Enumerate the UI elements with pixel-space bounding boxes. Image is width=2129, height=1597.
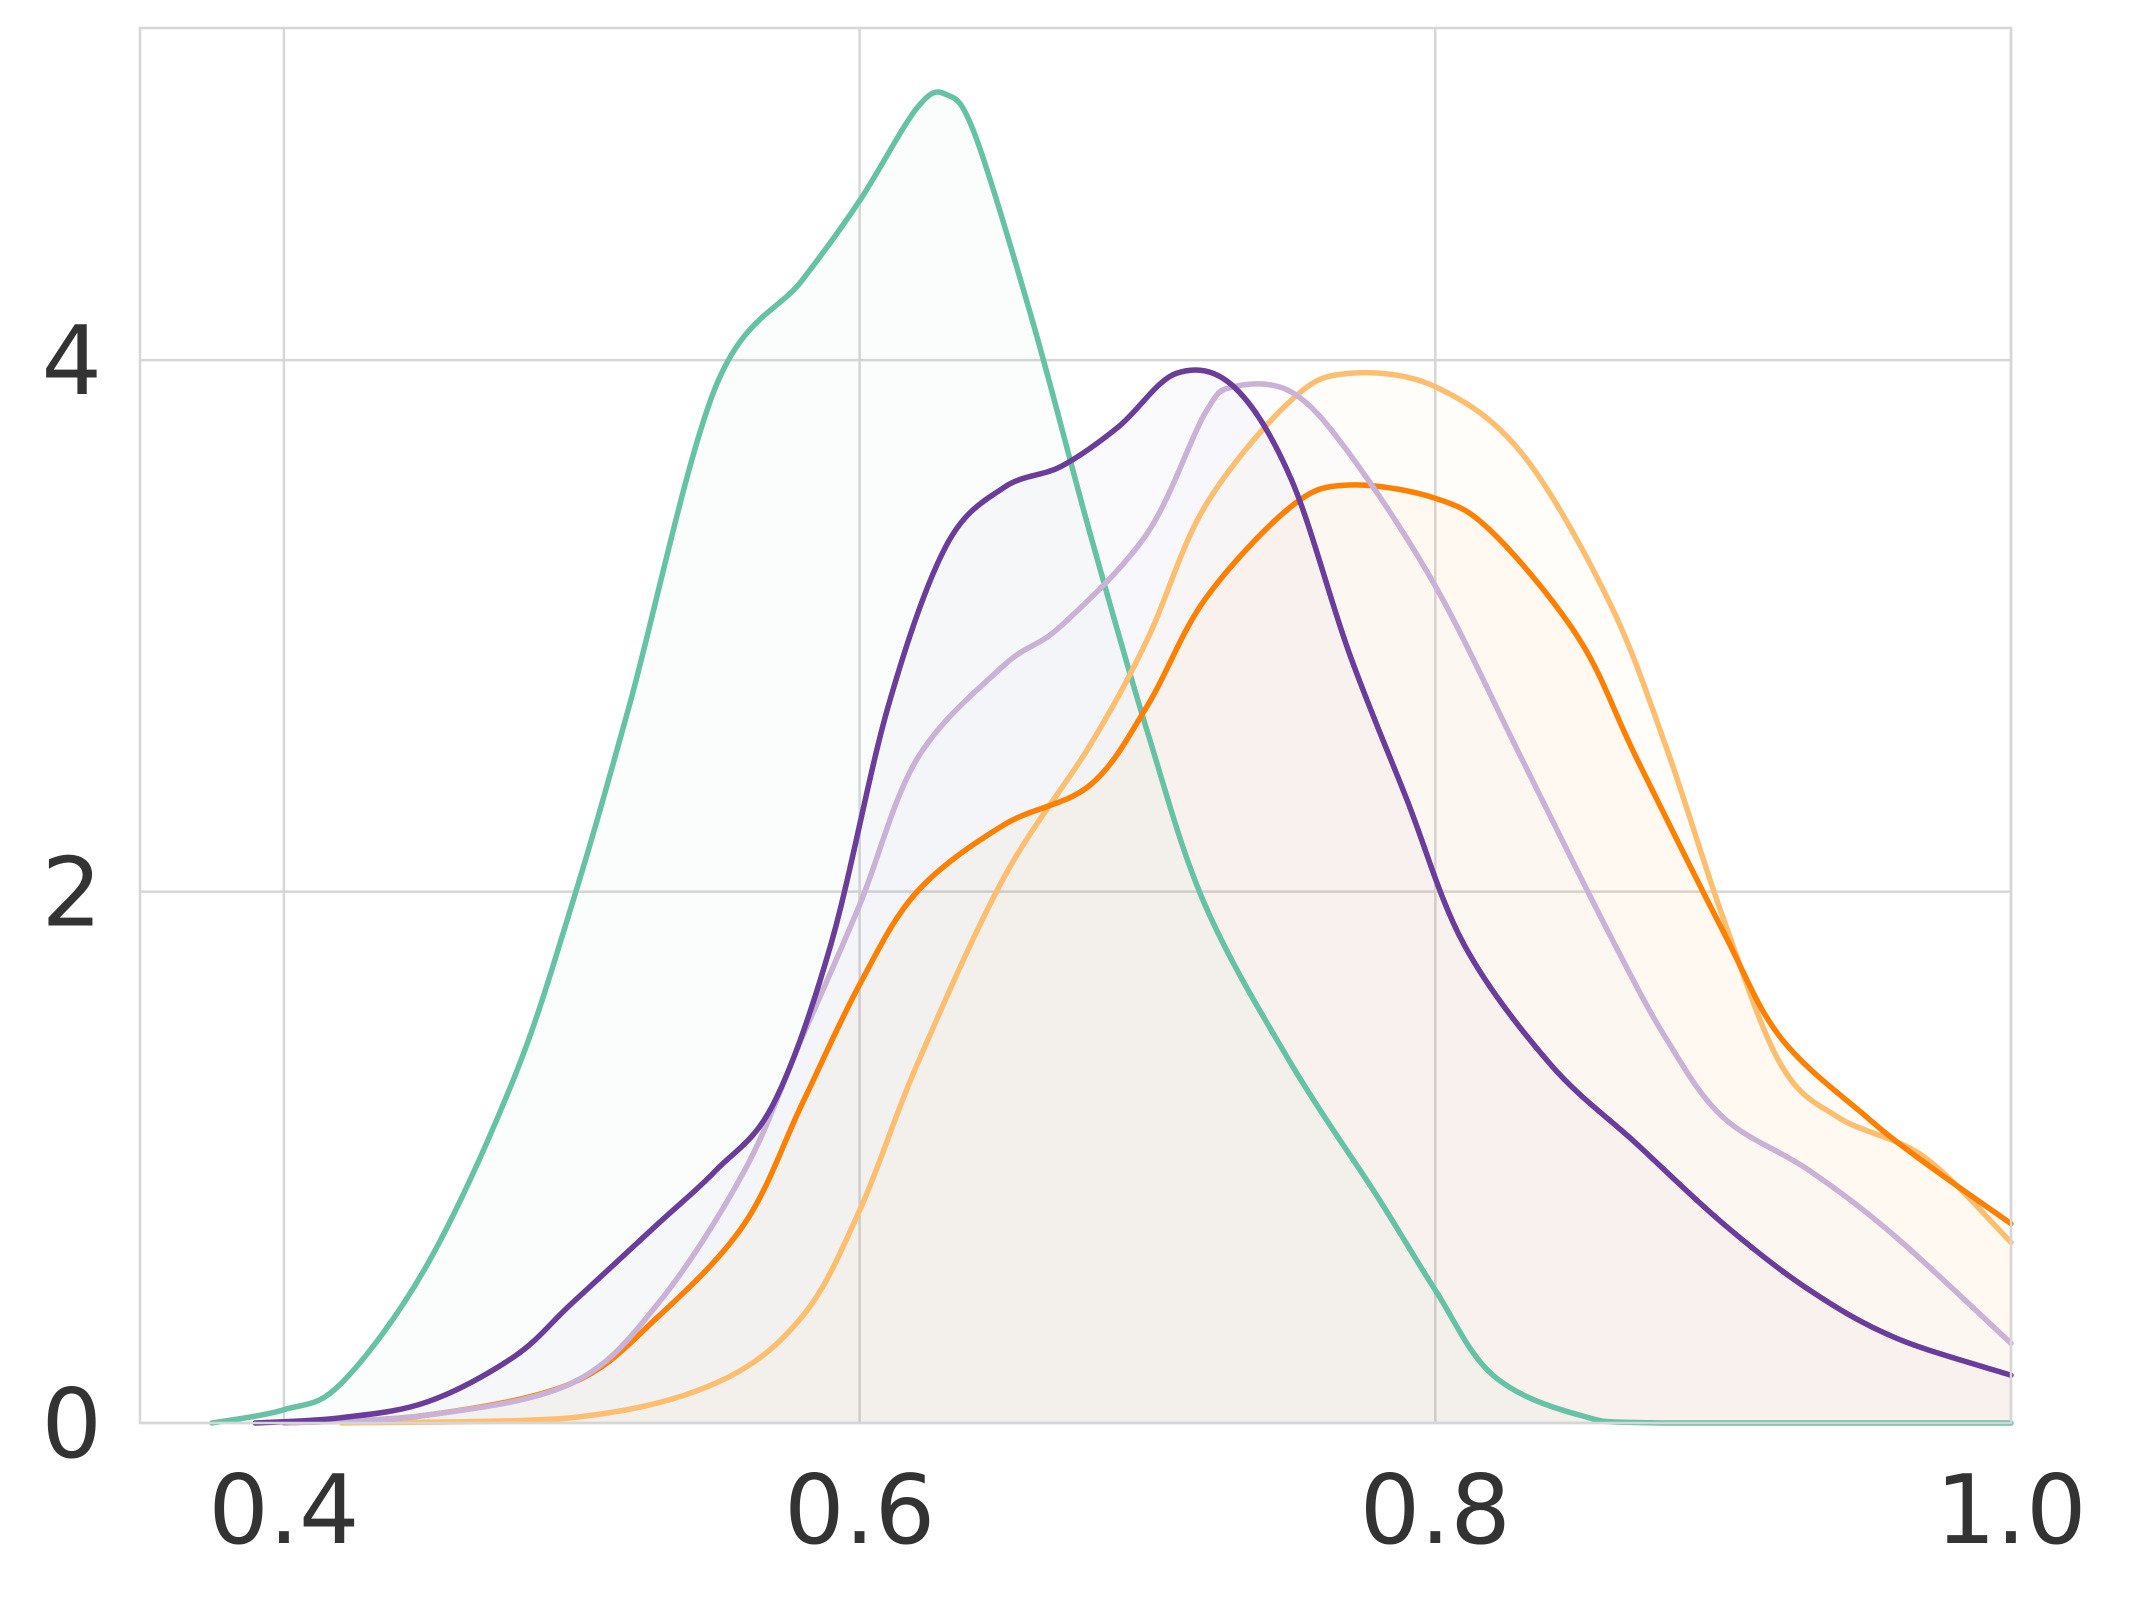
y-tick-label-1: 2 — [42, 839, 102, 949]
x-tick-label-1: 0.6 — [784, 1456, 935, 1566]
series-fills — [212, 92, 2011, 1423]
x-tick-label-2: 0.8 — [1360, 1456, 1511, 1566]
series-line-3 — [281, 381, 2014, 1426]
series-lines — [209, 89, 2014, 1426]
x-tick-label-3: 1.0 — [1935, 1456, 2086, 1566]
x-axis-ticks: 0.4 0.6 0.8 1.0 — [208, 1456, 2086, 1566]
series-line-0 — [209, 89, 2014, 1426]
y-axis-ticks: 0 2 4 — [42, 307, 102, 1480]
series-line-4 — [252, 367, 2014, 1426]
series-line-2 — [281, 482, 2014, 1426]
x-tick-label-0: 0.4 — [208, 1456, 359, 1566]
plot-frame — [138, 26, 2013, 1425]
y-tick-label-0: 0 — [42, 1370, 102, 1480]
y-tick-label-2: 4 — [42, 307, 102, 417]
